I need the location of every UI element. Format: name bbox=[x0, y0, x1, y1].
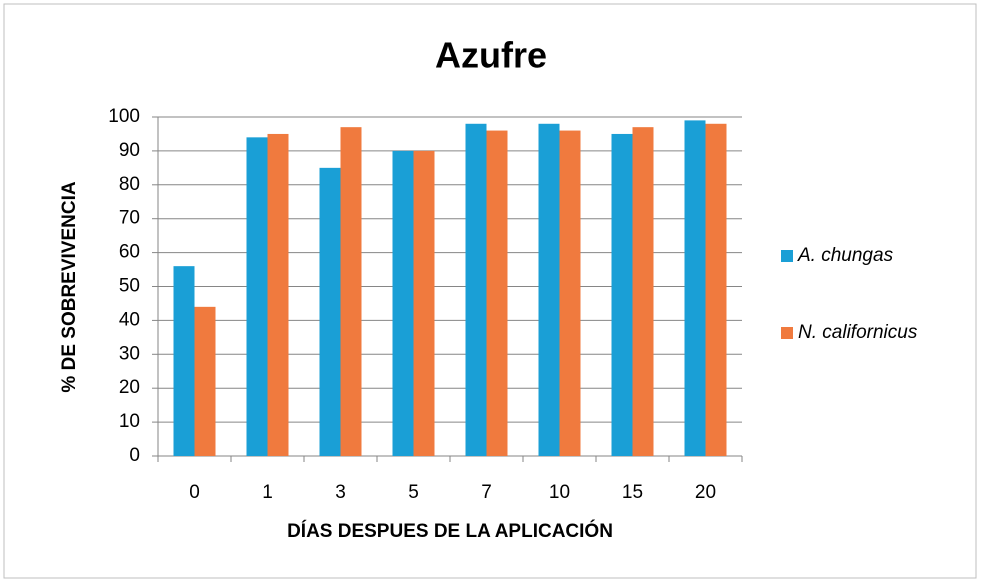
y-tick-label: 60 bbox=[119, 242, 140, 263]
bar bbox=[340, 127, 362, 457]
x-tick-label: 5 bbox=[408, 482, 419, 503]
y-tick-label: 90 bbox=[119, 140, 140, 161]
bar bbox=[319, 167, 341, 456]
chart-title: Azufre bbox=[435, 35, 547, 76]
legend-swatch bbox=[781, 250, 793, 262]
bar bbox=[173, 266, 195, 456]
x-tick-label: 10 bbox=[549, 482, 570, 503]
y-tick-label: 100 bbox=[108, 106, 140, 127]
y-tick-label: 20 bbox=[119, 377, 140, 398]
y-tick-label: 10 bbox=[119, 411, 140, 432]
legend-label: A. chungas bbox=[797, 245, 894, 266]
x-tick-label: 15 bbox=[622, 482, 643, 503]
x-tick-label: 0 bbox=[189, 482, 200, 503]
y-tick-label: 0 bbox=[129, 445, 140, 466]
bar bbox=[486, 130, 508, 456]
bar bbox=[684, 120, 706, 456]
bar bbox=[267, 133, 289, 456]
bar bbox=[194, 306, 216, 456]
x-tick-label: 1 bbox=[262, 482, 273, 503]
bar bbox=[392, 150, 414, 456]
bar bbox=[413, 150, 435, 456]
y-tick-label: 50 bbox=[119, 276, 140, 297]
bar bbox=[246, 137, 268, 456]
bar bbox=[538, 123, 560, 456]
bar bbox=[465, 123, 487, 456]
bar bbox=[611, 133, 633, 456]
y-tick-label: 80 bbox=[119, 174, 140, 195]
legend-swatch bbox=[781, 327, 793, 339]
bar bbox=[559, 130, 581, 456]
y-tick-label: 70 bbox=[119, 208, 140, 229]
bar bbox=[632, 127, 654, 457]
y-tick-label: 40 bbox=[119, 309, 140, 330]
x-tick-label: 3 bbox=[335, 482, 346, 503]
legend-label: N. californicus bbox=[798, 322, 918, 343]
x-axis-label: DÍAS DESPUES DE LA APLICACIÓN bbox=[287, 520, 613, 542]
x-tick-label: 7 bbox=[481, 482, 492, 503]
bar bbox=[705, 123, 727, 456]
x-tick-label: 20 bbox=[695, 482, 716, 503]
y-axis-label: % DE SOBREVIVENCIA bbox=[59, 181, 80, 392]
y-tick-label: 30 bbox=[119, 343, 140, 364]
